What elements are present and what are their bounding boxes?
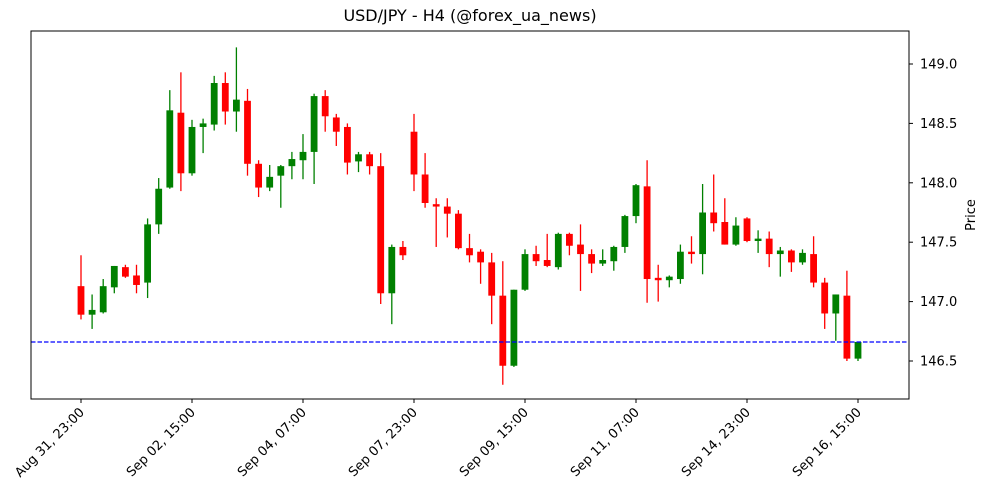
bearish-candle (821, 277, 829, 329)
bullish-candle (155, 178, 163, 234)
bearish-candle (332, 113, 340, 146)
bullish-candle (188, 119, 196, 176)
bearish-candle (643, 160, 651, 303)
x-tick-label: Sep 07, 23:00 (346, 405, 421, 480)
bullish-candle (799, 249, 806, 265)
axes-frame (30, 30, 910, 400)
x-tick-label: Sep 02, 15:00 (124, 405, 199, 480)
bullish-candle (554, 232, 562, 270)
bearish-candle (743, 217, 751, 243)
bearish-candle (788, 249, 795, 272)
candles-group (77, 47, 862, 385)
bullish-candle (266, 164, 274, 192)
bearish-candle (399, 241, 407, 261)
bearish-candle (366, 151, 373, 175)
bearish-candle (499, 261, 507, 385)
x-axis: Aug 31, 23:00 Sep 02, 15:00 Sep 04, 07:00 S… (12, 399, 865, 481)
bullish-candle (621, 214, 629, 253)
bullish-candle (699, 183, 706, 275)
bearish-candle (221, 72, 229, 125)
bearish-candle (455, 210, 462, 250)
bullish-candle (510, 289, 518, 367)
bearish-candle (688, 236, 695, 264)
bearish-candle (177, 72, 185, 192)
bearish-candle (477, 249, 484, 284)
bearish-candle (122, 264, 129, 278)
bullish-candle (233, 47, 240, 132)
y-tick-label: 148.5 (920, 117, 957, 132)
y-tick-label: 149.0 (920, 58, 957, 73)
y-tick-label: 148.0 (920, 176, 957, 191)
bullish-candle (144, 218, 151, 299)
bearish-candle (244, 88, 251, 176)
bullish-candle (776, 246, 784, 277)
bearish-candle (843, 270, 851, 361)
bearish-candle (765, 231, 773, 268)
x-tick-label: Sep 04, 07:00 (235, 405, 310, 480)
x-tick-label: Sep 14, 23:00 (679, 405, 754, 480)
bullish-candle (610, 245, 618, 271)
bullish-candle (677, 244, 684, 284)
y-axis: 146.5 147.0 147.5 148.0 148.5 149.0 (909, 58, 957, 370)
bearish-candle (466, 233, 473, 263)
bullish-candle (388, 244, 396, 325)
bearish-candle (577, 224, 584, 291)
bearish-candle (432, 198, 440, 247)
bearish-candle (810, 236, 817, 288)
bullish-candle (754, 230, 762, 253)
bearish-candle (654, 264, 662, 302)
chart-title: USD/JPY - H4 (@forex_ua_news) (343, 6, 597, 25)
bearish-candle (721, 198, 729, 245)
bullish-candle (210, 75, 218, 131)
bullish-candle (665, 275, 673, 288)
bullish-candle (277, 164, 285, 208)
x-tick-label: Sep 09, 15:00 (457, 405, 532, 480)
bearish-candle (710, 174, 718, 232)
bearish-candle (344, 123, 351, 175)
y-tick-label: 147.5 (920, 236, 957, 251)
bullish-candle (299, 134, 307, 180)
bullish-candle (632, 183, 640, 224)
bullish-candle (199, 118, 207, 154)
bullish-candle (521, 249, 529, 291)
bullish-candle (310, 93, 318, 184)
bearish-candle (133, 264, 140, 294)
bearish-candle (377, 153, 385, 304)
bullish-candle (854, 341, 862, 361)
bearish-candle (410, 113, 418, 192)
bullish-candle (88, 294, 96, 329)
bullish-candle (832, 294, 840, 341)
x-tick-label: Aug 31, 23:00 (12, 405, 88, 481)
bearish-candle (421, 153, 429, 208)
bullish-candle (732, 217, 740, 246)
bearish-candle (588, 249, 595, 274)
bullish-candle (599, 249, 607, 266)
bearish-candle (321, 90, 329, 132)
bearish-candle (543, 233, 551, 268)
y-tick-label: 146.5 (920, 355, 957, 370)
bearish-candle (443, 198, 451, 238)
y-axis-label: Price (964, 199, 979, 231)
bullish-candle (288, 151, 296, 180)
x-tick-label: Sep 11, 07:00 (568, 405, 643, 480)
y-tick-label: 147.0 (920, 295, 957, 310)
bearish-candle (532, 245, 540, 266)
bullish-candle (99, 279, 107, 314)
bearish-candle (488, 252, 496, 325)
bearish-candle (255, 160, 262, 198)
bearish-candle (77, 255, 85, 320)
bullish-candle (166, 90, 174, 189)
bearish-candle (566, 232, 573, 256)
x-tick-label: Sep 16, 15:00 (790, 405, 865, 480)
bullish-candle (110, 265, 118, 294)
bullish-candle (355, 151, 362, 173)
